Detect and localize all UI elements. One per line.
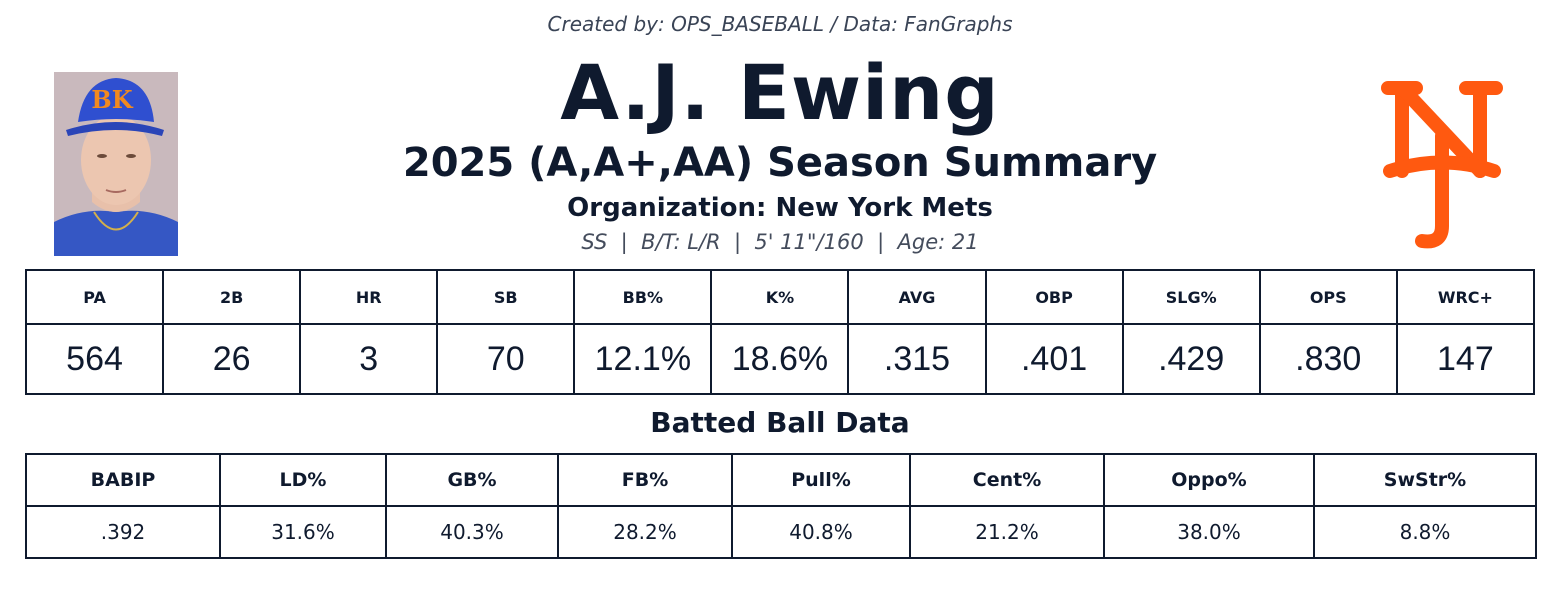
stat-header: LD% xyxy=(219,453,387,507)
stat-header: HR xyxy=(299,269,439,325)
batted-ball-title: Batted Ball Data xyxy=(650,406,910,439)
stat-header: 2B xyxy=(162,269,302,325)
cap-logo-text: BK xyxy=(91,85,133,114)
stat-header: PA xyxy=(24,269,165,325)
stat-value: 3 xyxy=(299,323,439,395)
season-title: 2025 (A,A+,AA) Season Summary xyxy=(402,140,1158,186)
team-logo-icon xyxy=(1381,81,1503,249)
stat-value: 40.3% xyxy=(385,505,559,559)
batted-ball-table: BABIP LD% GB% FB% Pull% Cent% Oppo% SwSt… xyxy=(25,453,1537,559)
season-stats-table: PA 2B HR SB BB% K% AVG OBP SLG% OPS WRC+… xyxy=(24,269,1536,395)
stat-header: OBP xyxy=(984,269,1124,325)
stat-header: SwStr% xyxy=(1313,453,1537,507)
stat-value: 564 xyxy=(24,323,165,395)
credit-line: Created by: OPS_BASEBALL / Data: FanGrap… xyxy=(547,12,1013,36)
organization: Organization: New York Mets xyxy=(567,193,993,223)
stat-value: 70 xyxy=(436,323,576,395)
player-bio: SS | B/T: L/R | 5' 11"/160 | Age: 21 xyxy=(581,230,979,254)
stat-value: .429 xyxy=(1121,323,1261,395)
table-header-row: BABIP LD% GB% FB% Pull% Cent% Oppo% SwSt… xyxy=(25,453,1537,507)
stat-value: 21.2% xyxy=(909,505,1105,559)
stat-value: 40.8% xyxy=(731,505,911,559)
stat-header: SB xyxy=(436,269,576,325)
table-row: 564 26 3 70 12.1% 18.6% .315 .401 .429 .… xyxy=(24,323,1536,395)
stat-header: FB% xyxy=(557,453,733,507)
table-row: .392 31.6% 40.3% 28.2% 40.8% 21.2% 38.0%… xyxy=(25,505,1537,559)
stat-value: 31.6% xyxy=(219,505,387,559)
stat-value: .401 xyxy=(984,323,1124,395)
stat-header: OPS xyxy=(1258,269,1398,325)
stat-header: K% xyxy=(710,269,850,325)
stat-header: BABIP xyxy=(25,453,221,507)
player-name: A.J. Ewing xyxy=(560,48,1000,137)
stat-value: 147 xyxy=(1395,323,1536,395)
player-headshot: BK xyxy=(54,72,178,256)
stat-value: .830 xyxy=(1258,323,1398,395)
stat-header: GB% xyxy=(385,453,559,507)
stat-value: 38.0% xyxy=(1103,505,1315,559)
stat-value: .315 xyxy=(847,323,987,395)
stat-header: AVG xyxy=(847,269,987,325)
stat-header: SLG% xyxy=(1121,269,1261,325)
stat-value: 28.2% xyxy=(557,505,733,559)
stat-header: Pull% xyxy=(731,453,911,507)
stat-value: 8.8% xyxy=(1313,505,1537,559)
stat-value: 18.6% xyxy=(710,323,850,395)
stat-value: 26 xyxy=(162,323,302,395)
stat-header: BB% xyxy=(573,269,713,325)
stat-value: .392 xyxy=(25,505,221,559)
stat-value: 12.1% xyxy=(573,323,713,395)
table-header-row: PA 2B HR SB BB% K% AVG OBP SLG% OPS WRC+ xyxy=(24,269,1536,325)
stat-header: Oppo% xyxy=(1103,453,1315,507)
stat-header: WRC+ xyxy=(1395,269,1536,325)
stat-header: Cent% xyxy=(909,453,1105,507)
